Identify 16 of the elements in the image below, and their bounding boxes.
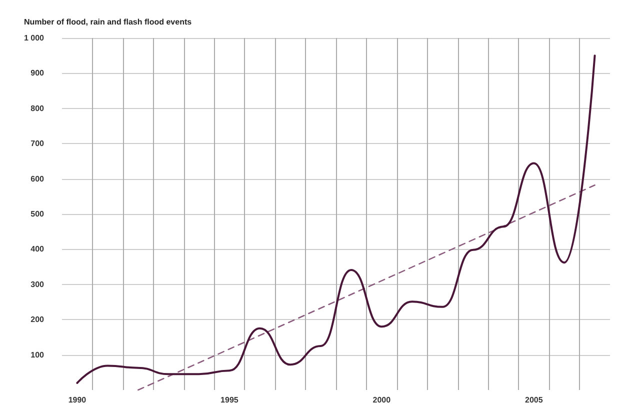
y-tick-label: 300 <box>30 280 45 289</box>
x-tick-label: 2005 <box>524 396 544 404</box>
y-tick-label: 400 <box>30 244 45 254</box>
y-tick-label: 900 <box>30 68 45 78</box>
x-tick-label: 2000 <box>372 396 392 404</box>
x-tick-label: 1990 <box>68 396 87 404</box>
y-axis-title: Number of flood, rain and flash flood events <box>24 18 192 26</box>
y-tick-label: 600 <box>30 174 45 184</box>
x-tick-label: 1995 <box>220 396 239 404</box>
y-tick-label: 500 <box>30 210 45 218</box>
y-tick-label: 700 <box>30 139 45 148</box>
y-tick-label: 200 <box>30 315 45 324</box>
line-series <box>76 54 596 384</box>
y-tick-label: 1 000 <box>24 34 45 42</box>
y-tick-label: 100 <box>30 350 45 360</box>
y-tick-label: 800 <box>30 104 45 113</box>
